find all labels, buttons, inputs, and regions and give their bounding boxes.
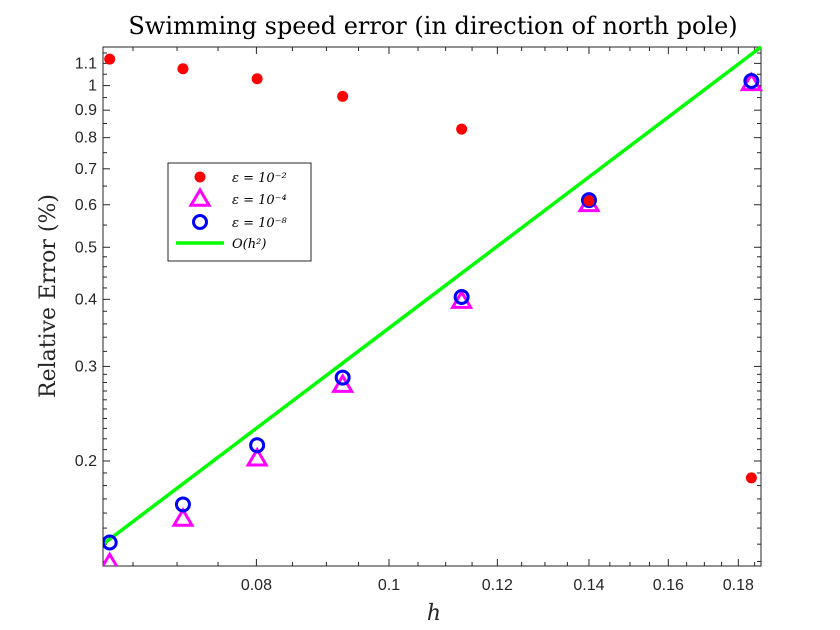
series-eps2-point xyxy=(251,73,263,85)
legend-marker-eps8 xyxy=(192,214,208,230)
legend-label-eps8: ε = 10⁻⁸ xyxy=(232,216,288,231)
series-eps8-point xyxy=(334,369,351,386)
legend: ε = 10⁻² ε = 10⁻⁴ ε = 10⁻⁸ O(h²) xyxy=(167,162,312,262)
legend-label-eps2: ε = 10⁻² xyxy=(232,171,287,186)
series-eps2-point xyxy=(337,90,349,102)
legend-label-eps4: ε = 10⁻⁴ xyxy=(232,193,287,208)
series-eps2-point xyxy=(104,53,116,65)
x-tick-label: 0.08 xyxy=(241,577,272,594)
y-tick-label: 0.9 xyxy=(75,102,97,119)
series-eps4-point xyxy=(739,71,764,92)
x-tick-label: 0.12 xyxy=(482,577,513,594)
legend-marker-eps4 xyxy=(188,187,212,207)
series-eps8-point xyxy=(103,534,118,551)
series-eps4-point xyxy=(103,551,119,566)
y-tick-label: 0.8 xyxy=(75,130,97,147)
x-tick-label: 0.16 xyxy=(653,577,684,594)
series-eps8-point xyxy=(580,192,597,209)
y-tick-label: 1.1 xyxy=(75,55,97,72)
series-eps8-point xyxy=(174,496,191,513)
data-layer xyxy=(103,45,764,566)
x-axis-label: h xyxy=(427,601,441,626)
y-tick-label: 1 xyxy=(88,78,97,95)
series-eps8-point xyxy=(743,72,760,89)
legend-label-oh2: O(h²) xyxy=(232,237,266,252)
y-tick-label: 0.3 xyxy=(75,358,97,375)
y-axis-label: Relative Error (%) xyxy=(36,194,61,398)
series-eps2-point xyxy=(177,63,189,75)
series-oh2-line xyxy=(103,45,763,546)
y-tick-label: 0.2 xyxy=(75,453,97,470)
axes-box xyxy=(102,46,762,567)
legend-marker-eps2 xyxy=(194,171,206,183)
chart-title: Swimming speed error (in direction of no… xyxy=(128,12,737,40)
series-eps2-point xyxy=(583,195,595,207)
y-tick-label: 0.5 xyxy=(75,239,97,256)
y-tick-label: 0.7 xyxy=(75,161,97,178)
series-eps2-point xyxy=(745,472,757,484)
x-tick-label: 0.14 xyxy=(573,577,604,594)
x-tick-label: 0.1 xyxy=(378,577,400,594)
y-tick-label: 0.4 xyxy=(75,291,97,308)
series-eps8-point xyxy=(249,437,266,454)
x-tick-label: 0.18 xyxy=(723,577,754,594)
series-eps4-point xyxy=(171,506,195,527)
plot-area: 0.08 0.1 0.12 0.14 0.16 0.18 0.2 0.3 0.4 0.5 0.6 0.… xyxy=(75,45,764,594)
series-eps2-point xyxy=(456,123,468,135)
series-eps8-point xyxy=(453,289,470,306)
series-eps4-point xyxy=(245,446,269,467)
y-tick-label: 0.6 xyxy=(75,197,97,214)
